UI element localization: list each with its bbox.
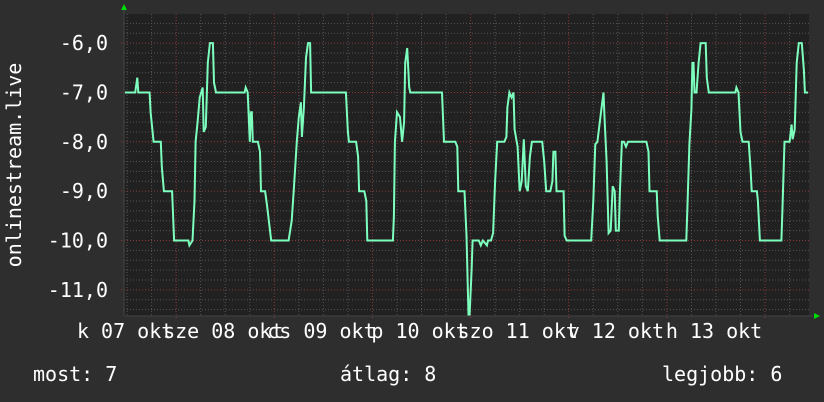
y-tick-label: -8,0 [60, 130, 108, 154]
x-axis-arrow-icon [814, 313, 820, 319]
x-tick-label: k 07 okt [77, 319, 173, 343]
y-tick-label: -10,0 [48, 229, 108, 253]
x-tick-label: v 12 okt [568, 319, 664, 343]
x-tick-label: h 13 okt [666, 319, 762, 343]
x-tick-label: cs 09 okt [267, 319, 375, 343]
minor-grid [124, 14, 809, 316]
y-axis-arrow-icon [121, 4, 127, 10]
x-tick-label: szo 11 okt [458, 319, 578, 343]
y-tick-label: -7,0 [60, 80, 108, 104]
y-axis-label: onlinestream.live [2, 63, 26, 268]
x-tick-label: sze 08 okt [163, 319, 283, 343]
axes [121, 4, 820, 319]
y-tick-label: -9,0 [60, 179, 108, 203]
legend-current: most: 7 [33, 362, 118, 386]
y-tick-label: -6,0 [60, 31, 108, 55]
legend-best: legjobb: 6 [662, 362, 783, 386]
y-tick-label: -11,0 [48, 278, 108, 302]
legend-average: átlag: 8 [340, 362, 437, 386]
y-axis-ticks: -6,0 -7,0 -8,0 -9,0 -10,0 -11,0 [48, 31, 108, 302]
x-tick-label: p 10 okt [371, 319, 467, 343]
series-line [125, 42, 808, 316]
